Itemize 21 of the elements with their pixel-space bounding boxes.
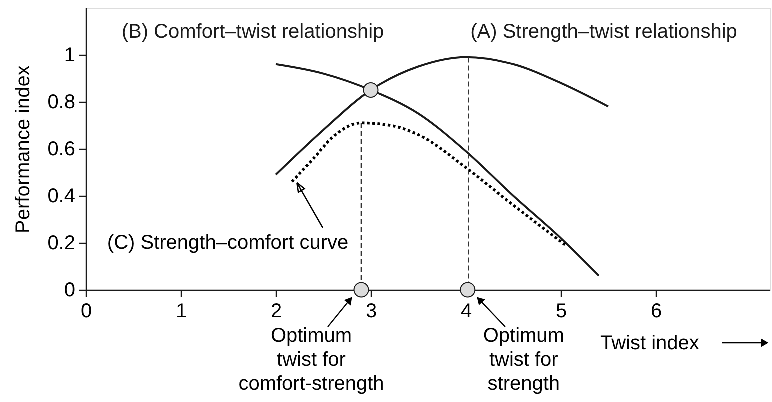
x-tick-label: 5 bbox=[556, 300, 568, 322]
legend-label: (C) Strength–comfort curve bbox=[107, 232, 349, 254]
x-tick-label: 1 bbox=[176, 300, 188, 322]
x-tick-label: 4 bbox=[460, 300, 472, 322]
y-tick-label: 1 bbox=[64, 44, 76, 66]
y-tick-label: 0.4 bbox=[48, 186, 76, 208]
y-tick-label: 0.2 bbox=[48, 232, 76, 254]
x-tick-label: 0 bbox=[80, 300, 92, 322]
annotation: Optimum twist for strength bbox=[483, 325, 564, 395]
x-tick-label: 6 bbox=[650, 300, 662, 322]
line-series bbox=[275, 56, 610, 176]
series-label: (B) Comfort–twist relationship bbox=[122, 21, 384, 43]
x-axis-title: Twist index bbox=[600, 332, 700, 354]
y-tick-label: 0 bbox=[64, 280, 76, 302]
x-tick-label: 3 bbox=[366, 300, 378, 322]
y-tick-label: 0.8 bbox=[48, 92, 76, 114]
y-axis-title: Performance index bbox=[12, 66, 35, 234]
y-tick-label: 0.6 bbox=[48, 138, 76, 160]
x-tick-label: 2 bbox=[270, 300, 282, 322]
series-label: (A) Strength–twist relationship bbox=[470, 21, 738, 43]
annotation: Optimum twist for comfort-strength bbox=[238, 325, 384, 395]
